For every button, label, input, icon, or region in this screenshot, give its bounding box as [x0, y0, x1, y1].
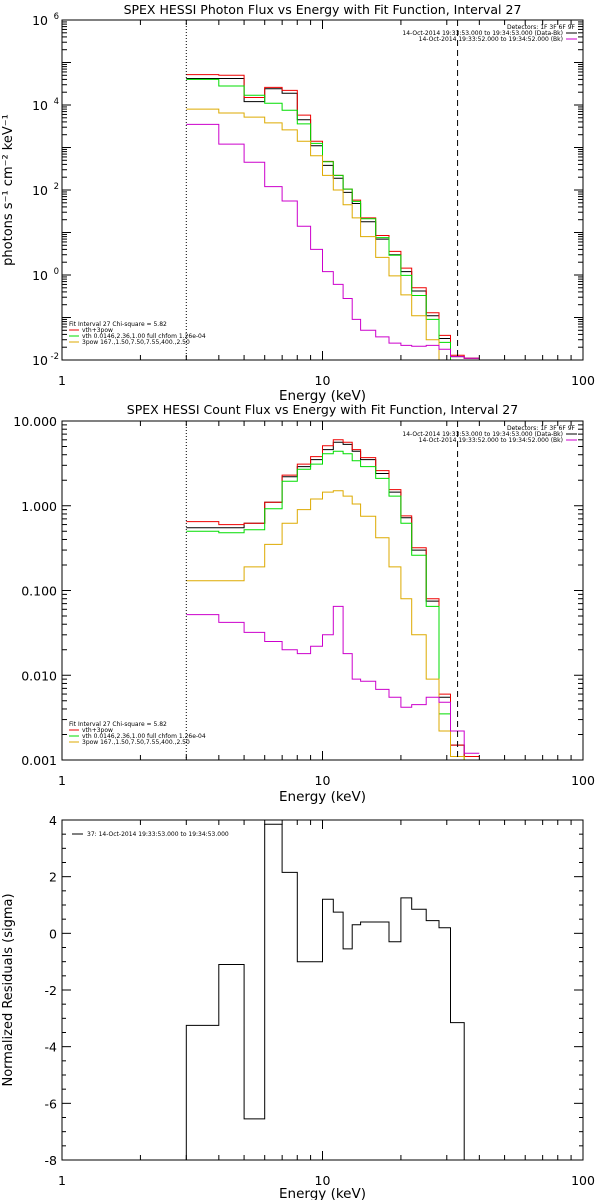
legend-entry: 14-Oct-2014 19:33:52.000 to 19:34:52.000…	[419, 36, 563, 43]
plot-frame	[61, 420, 584, 761]
series-line-5	[186, 605, 480, 754]
y-tick-label: 2	[49, 870, 57, 885]
y-tick-label: -8	[45, 1153, 58, 1168]
legend-entry: 14-Oct-2014 19:33:53.000 to 19:34:53.000…	[402, 30, 563, 37]
legend-entry: 3pow 167.,1.50,7.50,7.55,400.,2.50	[82, 739, 190, 746]
legend-entry: Detectors: 1F 3F 6F 9F	[507, 425, 576, 432]
x-tick-label: 10	[315, 373, 331, 388]
y-tick-label: 0.001	[21, 753, 57, 768]
y-tick-label: -6	[45, 1096, 58, 1111]
chart-title: SPEX HESSI Count Flux vs Energy with Fit…	[127, 402, 518, 417]
x-axis-label: Energy (keV)	[279, 789, 366, 805]
y-tick-label: 1.000	[21, 499, 57, 514]
y-tick-label: 10	[32, 268, 48, 283]
y-tick-label: 10	[32, 13, 48, 28]
series-line-5	[186, 123, 480, 359]
x-tick-label: 100	[571, 773, 595, 788]
plot-frame	[61, 19, 584, 361]
chart-title: SPEX HESSI Photon Flux vs Energy with Fi…	[124, 2, 522, 17]
y-tick-label: 0	[49, 926, 57, 941]
x-tick-label: 10	[315, 1173, 331, 1188]
legend-bottom-left: Fit Interval 27 Chi-square = 5.82vth+3po…	[69, 721, 206, 746]
series-line-1	[186, 78, 480, 359]
x-tick-label: 1	[58, 1173, 66, 1188]
y-tick-label: 10	[32, 353, 48, 368]
series-line-4	[186, 490, 480, 760]
legend-entry: 14-Oct-2014 19:33:52.000 to 19:34:52.000…	[419, 437, 563, 444]
legend-entry: vth 0.0146,2.36,1.00 full chfom 1.26e-04	[82, 733, 206, 740]
series-line-3	[186, 450, 480, 760]
y-tick-label: 4	[49, 813, 57, 828]
y-tick-label: 10.000	[13, 414, 57, 429]
y-tick-label: 10	[32, 98, 48, 113]
y-tick-label: 0.010	[21, 668, 57, 683]
series-line-2	[186, 439, 480, 757]
y-tick-exponent: -2	[51, 352, 59, 362]
y-tick-exponent: 2	[54, 182, 59, 192]
chart-3: 1 10 100 Energy (keV) -8 -6 -4 -2 0 2 4 Normalized …	[1, 813, 595, 1200]
y-tick-label: 10	[32, 183, 48, 198]
legend-entry: 3pow 167.,1.50,7.50,7.55,400.,2.50	[82, 339, 190, 346]
x-axis-label: Energy (keV)	[279, 388, 366, 404]
legend-entry: vth+3pow	[82, 727, 113, 734]
y-axis-label: photons s⁻¹ cm⁻² keV⁻¹	[1, 114, 16, 266]
legend-bottom-left: Fit Interval 27 Chi-square = 5.82vth+3po…	[69, 321, 206, 346]
legend-entry: Detectors: 1F 3F 6F 9F	[507, 24, 576, 31]
legend-entry: Fit Interval 27 Chi-square = 5.82	[69, 321, 167, 328]
x-tick-label: 1	[58, 373, 66, 388]
y-tick-exponent: 4	[54, 97, 59, 107]
series-line-1	[186, 441, 480, 757]
series-line-1	[185, 823, 465, 1160]
y-tick-label: -2	[45, 983, 57, 998]
legend-entry: vth+3pow	[82, 327, 113, 334]
y-axis-label: Normalized Residuals (sigma)	[1, 893, 16, 1086]
x-tick-label: 100	[571, 373, 595, 388]
legend-top-left: 37: 14-Oct-2014 19:33:53.000 to 19:34:53…	[72, 831, 229, 838]
y-tick-exponent: 6	[54, 12, 59, 22]
y-tick-label: 0.100	[21, 584, 57, 599]
chart-1: SPEX HESSI Photon Flux vs Energy with Fi…	[1, 2, 595, 404]
x-tick-label: 100	[571, 1173, 595, 1188]
x-tick-label: 10	[315, 773, 331, 788]
legend-entry: 14-Oct-2014 19:33:53.000 to 19:34:53.000…	[402, 431, 563, 438]
series-line-4	[186, 108, 480, 360]
y-tick-label: -4	[45, 1040, 58, 1055]
legend-entry: vth 0.0146,2.36,1.00 full chfom 1.26e-04	[82, 333, 206, 340]
x-axis-label: Energy (keV)	[279, 1186, 366, 1200]
plot-frame	[61, 819, 584, 1161]
y-tick-exponent: 0	[54, 267, 59, 277]
legend-entry: 37: 14-Oct-2014 19:33:53.000 to 19:34:53…	[87, 831, 229, 838]
chart-2: SPEX HESSI Count Flux vs Energy with Fit…	[13, 402, 595, 805]
x-tick-label: 1	[58, 773, 66, 788]
legend-entry: Fit Interval 27 Chi-square = 5.82	[69, 721, 167, 728]
series-line-3	[186, 78, 480, 360]
